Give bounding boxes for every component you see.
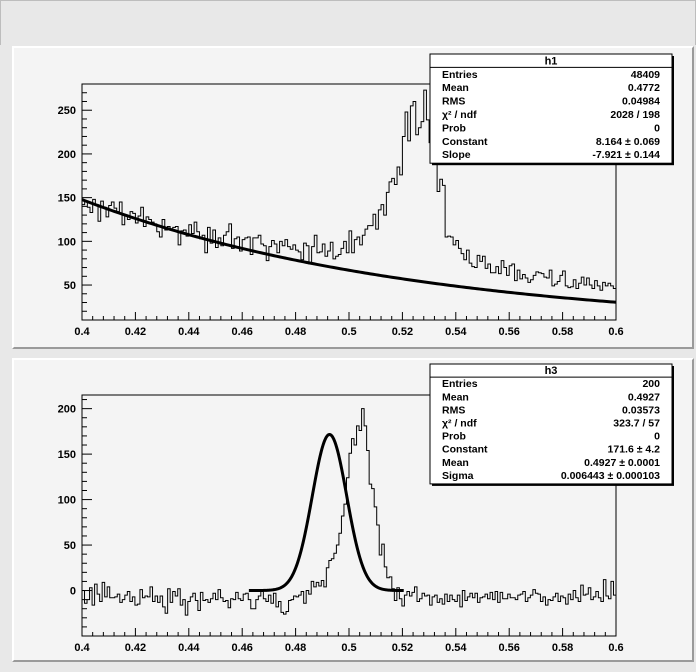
h1-x-tick-label: 0.6 [608, 326, 623, 338]
h3-y-tick-label: 50 [64, 540, 76, 552]
stat-value: 0.4927 [628, 391, 660, 403]
h1-x-tick-label: 0.5 [341, 326, 356, 338]
h3-x-tick-label: 0.48 [285, 642, 306, 654]
h3-x-tick-label: 0.52 [392, 642, 413, 654]
h3-x-tick-label: 0.56 [498, 642, 519, 654]
h3-stats-box[interactable]: h3 Entries 200 Mean 0.4927 RMS 0.03573 χ² / ndf… [429, 363, 674, 486]
stat-label: χ² / ndf [442, 418, 477, 430]
h1-x-tick-label: 0.58 [552, 326, 573, 338]
stat-label: Constant [442, 136, 488, 148]
h1-stats-title: h1 [545, 55, 558, 67]
stat-value: -7.921 ± 0.144 [592, 149, 660, 161]
stat-value: 0.006443 ± 0.000103 [561, 470, 660, 482]
h3-x-tick-label: 0.4 [74, 642, 90, 654]
stat-label: Mean [442, 457, 469, 469]
stat-label: Entries [442, 69, 478, 81]
stat-value: 0 [654, 431, 660, 443]
h1-x-tick-label: 0.46 [231, 326, 252, 338]
h1-x-tick-label: 0.52 [392, 326, 413, 338]
h1-y-tick-label: 200 [58, 149, 76, 161]
stat-value: 323.7 / 57 [613, 418, 660, 430]
stat-value: 200 [642, 378, 660, 390]
h1-stats-box[interactable]: h1 Entries 48409 Mean 0.4772 RMS 0.04984 χ² / n… [429, 53, 674, 166]
stat-value: 0.4927 ± 0.0001 [584, 457, 660, 469]
stat-value: 0.03573 [622, 404, 660, 416]
h3-y-tick-label: 200 [58, 404, 76, 416]
h3-stats-title: h3 [545, 365, 558, 377]
h3-x-tick-label: 0.42 [125, 642, 146, 654]
stat-value: 48409 [631, 69, 660, 81]
h3-x-tick-label: 0.58 [552, 642, 573, 654]
h3-y-tick-label: 0 [70, 586, 76, 598]
h3-x-tick-label: 0.46 [231, 642, 252, 654]
h3-y-tick-label: 150 [58, 449, 76, 461]
h1-x-tick-label: 0.56 [498, 326, 519, 338]
stat-label: Sigma [442, 470, 474, 482]
stat-label: Mean [442, 82, 469, 94]
h1-y-tick-label: 150 [58, 193, 76, 205]
stat-label: Prob [442, 122, 466, 134]
h3-x-tick-label: 0.5 [341, 642, 356, 654]
h1-x-tick-label: 0.44 [178, 326, 200, 338]
h1-x-tick-label: 0.48 [285, 326, 306, 338]
pad-h1[interactable]: 0.4 0.42 0.44 0.46 0.48 0.5 0.52 0.54 0.56 0.58 0.… [12, 46, 694, 349]
h1-y-tick-label: 100 [58, 236, 76, 248]
h1-y-tick-label: 250 [58, 105, 76, 117]
h3-x-tick-label: 0.6 [608, 642, 623, 654]
h1-x-tick-label: 0.4 [74, 326, 90, 338]
stat-label: Slope [442, 149, 471, 161]
stat-label: Entries [442, 378, 478, 390]
stat-value: 2028 / 198 [610, 109, 660, 121]
h1-fit-curve [81, 198, 617, 304]
h3-fit-curve [248, 432, 405, 593]
stat-label: RMS [442, 404, 465, 416]
h1-y-tick-label: 50 [64, 280, 76, 292]
stat-label: Constant [442, 444, 488, 456]
h3-y-tick-label: 100 [58, 495, 76, 507]
stat-value: 0.4772 [628, 82, 660, 94]
h3-x-tick-label: 0.44 [178, 642, 200, 654]
h3-plot: 0.4 0.42 0.44 0.46 0.48 0.5 0.52 0.54 0.56 0.58 0.… [58, 363, 674, 654]
stat-value: 171.6 ± 4.2 [608, 444, 661, 456]
stat-value: 0 [654, 122, 660, 134]
pad-h3[interactable]: 0.4 0.42 0.44 0.46 0.48 0.5 0.52 0.54 0.56 0.58 0.… [12, 358, 694, 662]
stat-value: 0.04984 [622, 96, 660, 108]
stat-label: χ² / ndf [442, 109, 477, 121]
stat-value: 8.164 ± 0.069 [596, 136, 660, 148]
h1-plot: 0.4 0.42 0.44 0.46 0.48 0.5 0.52 0.54 0.56 0.58 0.… [58, 53, 674, 338]
stat-label: Prob [442, 431, 466, 443]
stat-label: Mean [442, 391, 469, 403]
stat-label: RMS [442, 96, 465, 108]
h3-histogram [82, 408, 616, 616]
h3-x-tick-label: 0.54 [445, 642, 467, 654]
h1-x-tick-label: 0.54 [445, 326, 467, 338]
canvas-header [0, 0, 696, 45]
h1-x-tick-label: 0.42 [125, 326, 146, 338]
